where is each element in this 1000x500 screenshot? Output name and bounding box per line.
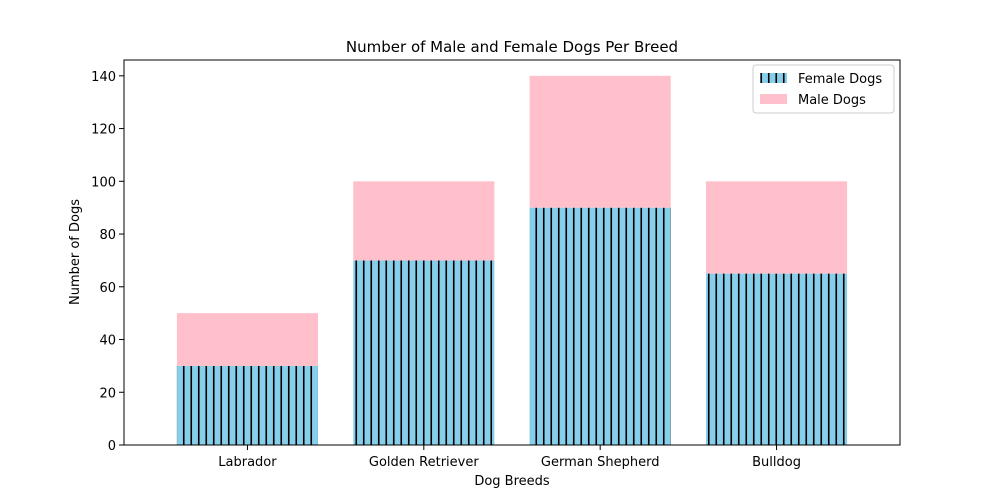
legend-swatch-female-dogs bbox=[760, 73, 787, 83]
plot-area bbox=[176, 75, 848, 445]
y-tick-label: 120 bbox=[91, 123, 116, 138]
bar-female-dogs-bulldog bbox=[706, 273, 848, 445]
y-tick-label: 40 bbox=[99, 334, 116, 349]
y-tick-label: 80 bbox=[99, 228, 116, 243]
bar-male-dogs-labrador bbox=[176, 313, 318, 366]
y-tick-label: 60 bbox=[99, 281, 116, 296]
x-axis: Labrador Golden Retriever German Shepherd B… bbox=[218, 445, 801, 470]
plot-frame bbox=[123, 59, 901, 446]
bar-male-dogs-bulldog bbox=[706, 181, 848, 274]
legend-label-female-dogs: Female Dogs bbox=[798, 72, 882, 87]
bar-female-dogs-labrador bbox=[176, 365, 318, 445]
bar-male-dogs-golden-retriever bbox=[353, 181, 495, 261]
x-tick-label-german-shepherd: German Shepherd bbox=[541, 455, 660, 470]
x-tick-label-golden-retriever: Golden Retriever bbox=[369, 455, 479, 470]
y-tick-label: 140 bbox=[91, 70, 116, 85]
y-tick-label: 0 bbox=[108, 439, 116, 454]
x-tick-label-labrador: Labrador bbox=[218, 455, 277, 470]
legend-label-male-dogs: Male Dogs bbox=[798, 93, 866, 108]
bar-female-dogs-german-shepherd bbox=[529, 207, 671, 445]
x-axis-title: Dog Breeds bbox=[474, 474, 550, 489]
legend: Female Dogs Male Dogs bbox=[752, 64, 895, 114]
y-axis-title: Number of Dogs bbox=[68, 199, 83, 305]
chart-title: Number of Male and Female Dogs Per Breed bbox=[346, 38, 678, 56]
y-tick-label: 100 bbox=[91, 175, 116, 190]
legend-swatch-male-dogs bbox=[760, 94, 787, 104]
y-axis: 0 20 40 60 80 100 120 140 bbox=[91, 70, 124, 454]
legend-box bbox=[752, 64, 895, 114]
bar-male-dogs-german-shepherd bbox=[529, 75, 671, 208]
bar-female-dogs-golden-retriever bbox=[353, 260, 495, 445]
y-tick-label: 20 bbox=[99, 386, 116, 401]
x-tick-label-bulldog: Bulldog bbox=[752, 455, 801, 470]
